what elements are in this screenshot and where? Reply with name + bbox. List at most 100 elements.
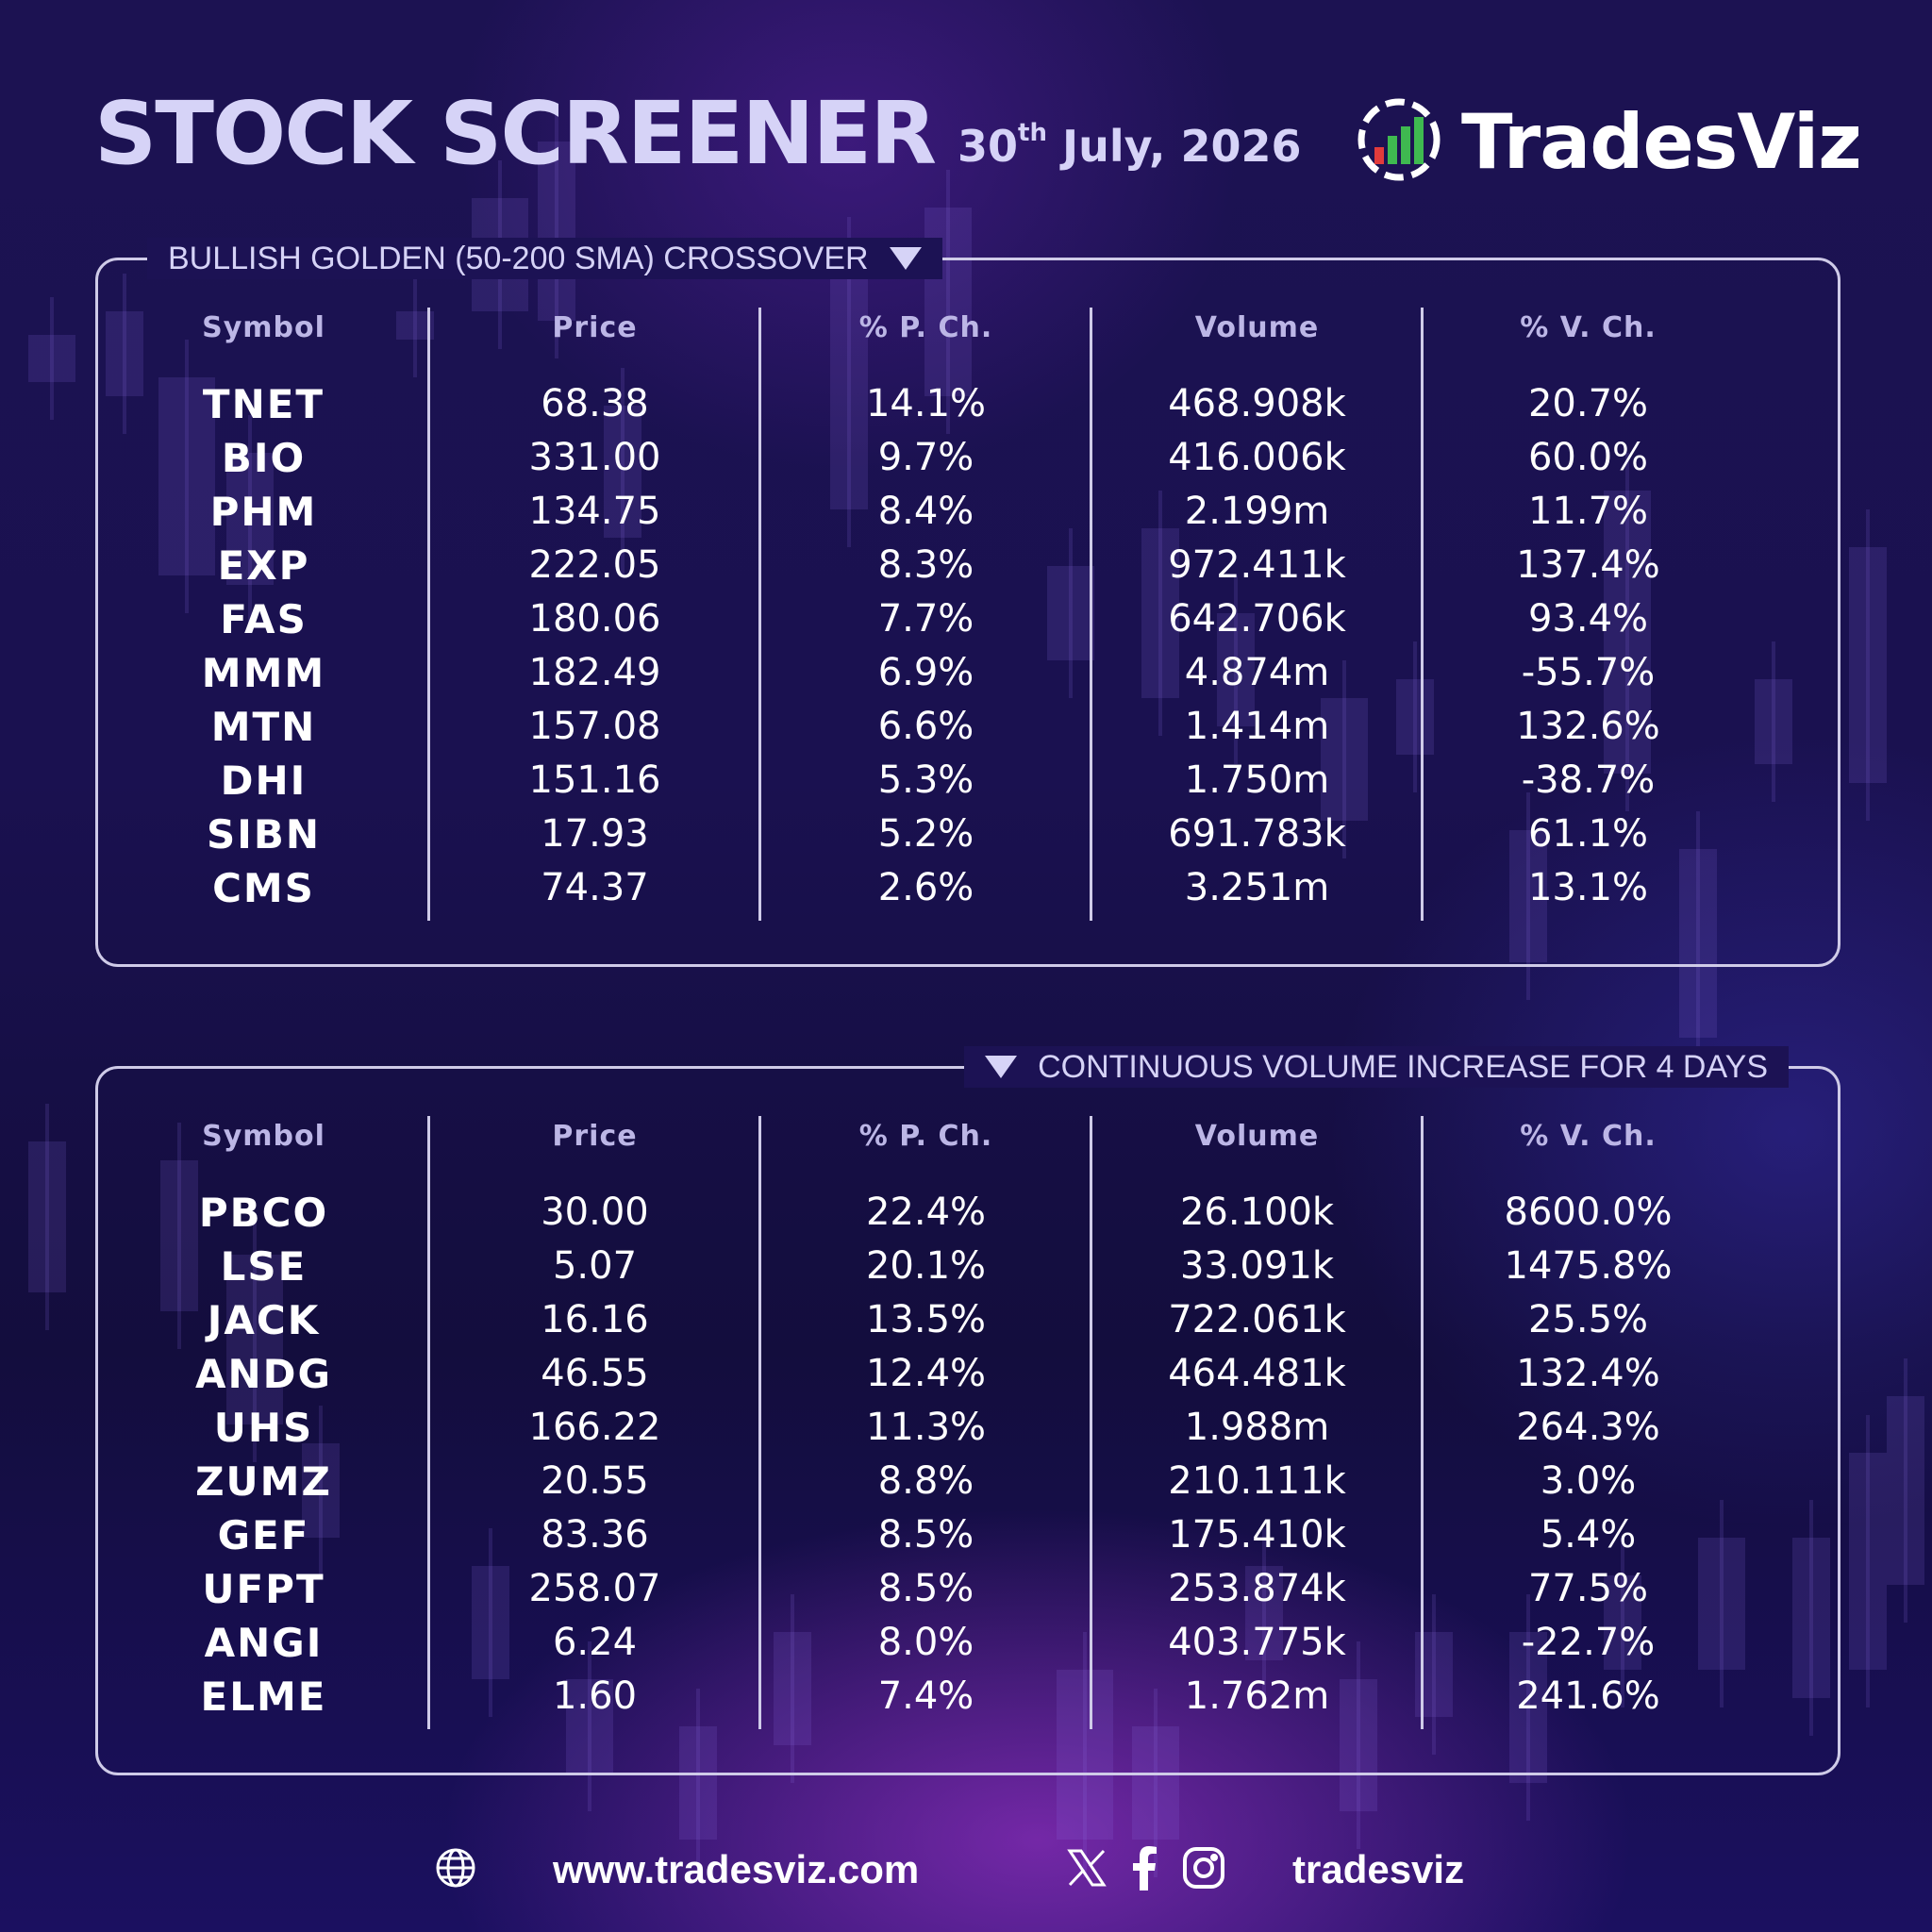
table-cell-volume: 210.111k [1168,1459,1346,1503]
column-volume: Volume 468.908k 416.006k 2.199m 972.411k 642.… [1091,308,1423,915]
table-cell-volume: 464.481k [1168,1352,1346,1395]
column-price: Price 30.00 5.07 16.16 46.55 166.22 20.55 83.36… [429,1116,760,1724]
ticker-symbol: SIBN [206,811,322,858]
x-icon[interactable] [1066,1847,1108,1892]
table-cell-volume: 403.775k [1168,1621,1346,1664]
candlestick-wick [45,1104,49,1330]
table-cell-price: 6.24 [552,1621,638,1664]
facebook-icon[interactable] [1130,1845,1158,1894]
column-divider [1090,1116,1092,1729]
column-header-volume-change: % V. Ch. [1520,1120,1657,1153]
website-link[interactable]: www.tradesviz.com [553,1847,920,1891]
ticker-symbol: PHM [209,489,318,535]
table-cell-volume-change: 93.4% [1527,597,1649,641]
table-cell-price: 17.93 [541,812,649,856]
triangle-down-icon [889,247,922,270]
column-divider [427,1116,430,1729]
table-cell-volume: 253.874k [1168,1567,1346,1610]
candlestick-body [1887,1396,1924,1585]
ticker-symbol: JACK [207,1297,321,1343]
column-price: Price 68.38 331.00 134.75 222.05 180.06 182.49… [429,308,760,915]
table-cell-price-change: 7.4% [877,1674,974,1718]
globe-icon [434,1846,477,1893]
table-cell-price-change: 6.9% [877,651,974,694]
ticker-symbol: LSE [220,1243,308,1290]
table-cell-price: 30.00 [541,1191,649,1234]
brand-logo: TradesViz [1354,94,1862,189]
screener-table: Symbol PBCO LSE JACK ANDG UHS ZUMZ GEF UFPT ANGI E… [98,1116,1838,1757]
column-volume: Volume 26.100k 33.091k 722.061k 464.481k 1.98… [1091,1116,1423,1724]
table-cell-price: 157.08 [528,705,661,748]
ticker-symbol: ELME [200,1674,327,1720]
table-cell-price: 134.75 [528,490,661,533]
candlestick-body [1849,1453,1887,1670]
table-cell-price-change: 8.3% [877,543,974,587]
ticker-symbol: BIO [221,435,307,481]
table-cell-volume: 691.783k [1168,812,1346,856]
footer-website: www.tradesviz.com [434,1841,919,1898]
table-cell-volume-change: 132.4% [1516,1352,1660,1395]
column-price-change: % P. Ch. 14.1% 9.7% 8.4% 8.3% 7.7% 6.9% 6.6% 5.3… [760,308,1091,915]
table-cell-volume: 1.750m [1184,758,1330,802]
triangle-down-icon [985,1056,1018,1078]
table-cell-volume: 4.874m [1184,651,1330,694]
ticker-symbol: EXP [217,542,310,589]
column-volume-change: % V. Ch. 8600.0% 1475.8% 25.5% 132.4% 264.3% 3… [1423,1116,1754,1724]
table-cell-price-change: 12.4% [865,1352,987,1395]
candlestick-wick [50,297,54,420]
table-cell-volume: 26.100k [1179,1191,1335,1234]
table-cell-volume-change: 11.7% [1527,490,1649,533]
ticker-symbol: UFPT [202,1566,325,1612]
table-cell-price: 1.60 [552,1674,638,1718]
table-cell-volume-change: 61.1% [1527,812,1649,856]
ticker-symbol: CMS [212,865,315,911]
screener-table: Symbol TNET BIO PHM EXP FAS MMM MTN DHI SIBN CMS Pr… [98,308,1838,949]
table-cell-volume-change: -55.7% [1521,651,1656,694]
column-header-price: Price [552,311,638,344]
table-cell-volume: 1.988m [1184,1406,1330,1449]
table-cell-price: 83.36 [541,1513,649,1557]
bar-chart-gauge-logo-icon [1354,94,1444,189]
table-cell-price-change: 2.6% [877,866,974,909]
table-cell-price-change: 22.4% [865,1191,987,1234]
table-cell-price-change: 6.6% [877,705,974,748]
column-header-price-change: % P. Ch. [858,1120,993,1153]
table-cell-price: 68.38 [541,382,649,425]
candlestick-body [28,335,75,382]
column-divider [1090,308,1092,921]
ticker-symbol: ANGI [204,1620,324,1666]
social-handle[interactable]: tradesviz [1292,1847,1465,1891]
table-cell-price-change: 9.7% [877,436,974,479]
ticker-symbol: GEF [217,1512,310,1558]
panel-title-text: CONTINUOUS VOLUME INCREASE FOR 4 DAYS [1038,1048,1768,1085]
column-divider [427,308,430,921]
table-cell-volume-change: 1475.8% [1504,1244,1673,1288]
table-cell-price: 46.55 [541,1352,649,1395]
footer-social: tradesviz [1066,1841,1464,1898]
table-cell-volume: 3.251m [1184,866,1330,909]
table-cell-volume-change: 25.5% [1527,1298,1649,1341]
instagram-icon[interactable] [1181,1845,1226,1894]
table-cell-volume-change: 132.6% [1516,705,1660,748]
table-cell-volume-change: 20.7% [1527,382,1649,425]
table-cell-volume: 2.199m [1184,490,1330,533]
table-cell-volume: 722.061k [1168,1298,1346,1341]
table-cell-price-change: 7.7% [877,597,974,641]
column-header-symbol: Symbol [202,311,325,344]
candlestick-wick [1866,509,1870,821]
screener-panel-golden-crossover: BULLISH GOLDEN (50-200 SMA) CROSSOVER Sy… [95,238,1840,967]
table-cell-volume-change: 264.3% [1516,1406,1660,1449]
table-cell-price-change: 5.3% [877,758,974,802]
report-date: 30th July, 2026 [958,118,1302,172]
table-cell-price: 20.55 [541,1459,649,1503]
candlestick-wick [1866,1415,1870,1707]
panel-title: CONTINUOUS VOLUME INCREASE FOR 4 DAYS [964,1046,1789,1088]
table-cell-price-change: 13.5% [865,1298,987,1341]
ticker-symbol: UHS [213,1405,314,1451]
table-cell-volume-change: 3.0% [1540,1459,1637,1503]
table-cell-price: 222.05 [528,543,661,587]
column-header-price: Price [552,1120,638,1153]
column-divider [1421,1116,1424,1729]
column-volume-change: % V. Ch. 20.7% 60.0% 11.7% 137.4% 93.4% -55.7%… [1423,308,1754,915]
ticker-symbol: FAS [220,596,308,642]
